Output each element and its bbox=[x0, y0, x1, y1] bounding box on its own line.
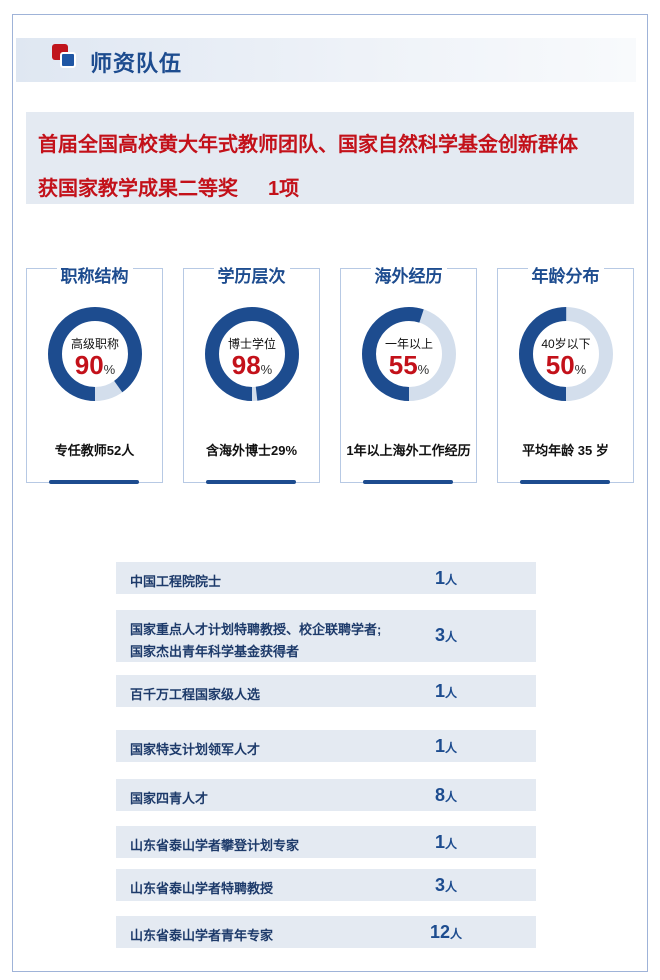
stat-underline bbox=[520, 480, 610, 484]
donut-svg bbox=[362, 307, 456, 401]
talent-row: 山东省泰山学者青年专家 12人 bbox=[116, 916, 536, 948]
honor-award-count: 1项 bbox=[268, 178, 300, 200]
stat-caption: 1年以上海外工作经历 bbox=[346, 443, 471, 458]
stat-card-title bbox=[26, 268, 163, 483]
talent-row: 国家重点人才计划特聘教授、校企联聘学者; 国家杰出青年科学基金获得者 3人 bbox=[116, 610, 536, 662]
talent-name-line2: 国家杰出青年科学基金获得者 bbox=[130, 644, 300, 659]
stat-card-education bbox=[183, 268, 320, 483]
talent-count: 1人 bbox=[434, 736, 458, 756]
donut-label: 博士学位 bbox=[227, 337, 276, 351]
talent-count: 8人 bbox=[434, 785, 458, 805]
donut-arc bbox=[362, 307, 456, 401]
talent-count: 1人 bbox=[434, 832, 458, 852]
talent-count: 1人 bbox=[434, 681, 458, 701]
stat-title: 学历层次 bbox=[183, 262, 320, 287]
stat-title: 海外经历 bbox=[340, 262, 477, 287]
donut-label: 40岁以下 bbox=[541, 337, 591, 351]
stat-caption: 含海外博士29% bbox=[205, 443, 298, 458]
donut-chart bbox=[357, 302, 461, 406]
honor-award: 获国家教学成果二等奖 bbox=[38, 178, 238, 200]
talent-row: 中国工程院院士 1人 bbox=[116, 562, 536, 594]
stat-title: 年龄分布 bbox=[497, 262, 634, 287]
donut-svg bbox=[205, 307, 299, 401]
section-header bbox=[16, 38, 636, 82]
stat-card-age bbox=[497, 268, 634, 483]
section-title: 师资队伍 bbox=[90, 51, 183, 76]
talent-row: 国家四青人才 8人 bbox=[116, 779, 536, 811]
page-frame bbox=[12, 14, 648, 972]
donut-value: 90% bbox=[74, 350, 116, 380]
honors-panel: 首届全国高校黄大年式教师团队、国家自然科学基金创新群体 获国家教学成果二等奖 1项 bbox=[26, 112, 634, 204]
donut-arc bbox=[205, 307, 299, 401]
talent-count: 12人 bbox=[429, 922, 463, 942]
donut-arc bbox=[519, 307, 613, 401]
donut-value: 98% bbox=[231, 350, 273, 380]
donut-svg bbox=[519, 307, 613, 401]
talent-row: 山东省泰山学者特聘教授 3人 bbox=[116, 869, 536, 901]
talent-name: 山东省泰山学者攀登计划专家 bbox=[130, 838, 300, 853]
donut-chart bbox=[43, 302, 147, 406]
donut-chart bbox=[200, 302, 304, 406]
talent-name: 中国工程院院士 bbox=[130, 574, 222, 589]
donut-arc bbox=[48, 307, 142, 401]
talent-name: 百千万工程国家级人选 bbox=[130, 687, 261, 702]
stat-underline bbox=[206, 480, 296, 484]
talent-name: 山东省泰山学者青年专家 bbox=[130, 928, 274, 943]
section-logo-icon bbox=[52, 44, 80, 72]
donut-svg bbox=[48, 307, 142, 401]
donut-chart bbox=[514, 302, 618, 406]
stat-underline bbox=[363, 480, 453, 484]
talent-name: 国家特支计划领军人才 bbox=[130, 742, 261, 757]
talent-count: 3人 bbox=[434, 625, 458, 645]
donut-value: 55% bbox=[388, 350, 430, 380]
talent-count: 3人 bbox=[434, 875, 458, 895]
talent-name: 山东省泰山学者特聘教授 bbox=[130, 881, 274, 896]
stat-underline bbox=[49, 480, 139, 484]
donut-label: 一年以上 bbox=[384, 337, 433, 351]
stat-caption: 专任教师52人 bbox=[54, 443, 135, 458]
talent-row: 山东省泰山学者攀登计划专家 1人 bbox=[116, 826, 536, 858]
talent-row: 国家特支计划领军人才 1人 bbox=[116, 730, 536, 762]
honor-line-1: 首届全国高校黄大年式教师团队、国家自然科学基金创新群体 bbox=[38, 134, 578, 156]
donut-value: 50% bbox=[545, 350, 587, 380]
talent-name: 国家重点人才计划特聘教授、校企联聘学者; bbox=[130, 622, 382, 637]
talent-count: 1人 bbox=[434, 568, 458, 588]
donut-label: 高级职称 bbox=[70, 337, 119, 351]
stat-card-overseas bbox=[340, 268, 477, 483]
stat-title: 职称结构 bbox=[26, 262, 163, 287]
talent-row: 百千万工程国家级人选 1人 bbox=[116, 675, 536, 707]
talent-name: 国家四青人才 bbox=[130, 791, 209, 806]
honor-line-2: 获国家教学成果二等奖 1项 bbox=[38, 172, 299, 201]
stat-caption: 平均年龄 35 岁 bbox=[522, 443, 609, 458]
